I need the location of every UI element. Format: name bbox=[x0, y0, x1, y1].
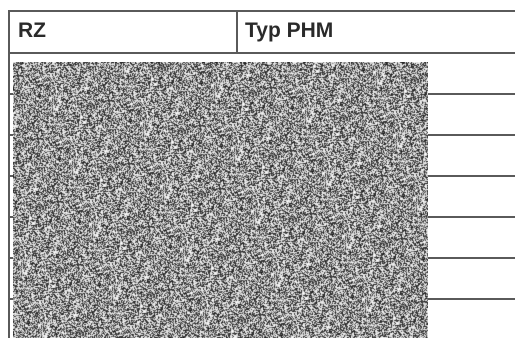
table-header-border bbox=[8, 52, 515, 54]
table-row-border bbox=[8, 175, 14, 177]
column-header-rz: RZ bbox=[18, 19, 46, 42]
table-row-border bbox=[8, 93, 14, 95]
table-row-border bbox=[428, 298, 515, 300]
table-row-border bbox=[428, 93, 515, 95]
table-top-border bbox=[8, 10, 515, 12]
table-row-border bbox=[428, 216, 515, 218]
table-row-border bbox=[8, 298, 14, 300]
table-row-border bbox=[8, 257, 14, 259]
column-header-typ-phm: Typ PHM bbox=[245, 19, 334, 42]
table-column-divider bbox=[236, 10, 238, 54]
redaction-noise-block bbox=[13, 62, 428, 338]
table-row-border bbox=[428, 175, 515, 177]
table-row-border bbox=[428, 134, 515, 136]
table-row-border bbox=[8, 216, 14, 218]
table-row-border bbox=[428, 257, 515, 259]
table-left-border bbox=[8, 10, 10, 338]
table-row-border bbox=[8, 134, 14, 136]
